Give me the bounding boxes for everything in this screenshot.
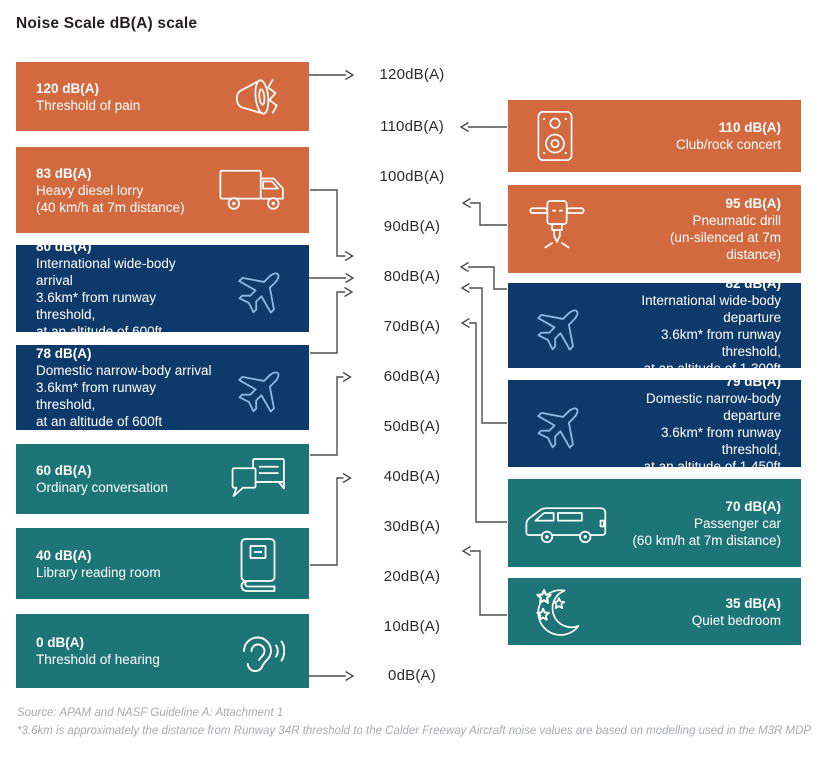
db-value: 35 dB(A) [725, 595, 781, 611]
horn-icon [227, 71, 289, 123]
db-value: 0 dB(A) [36, 635, 84, 650]
plane-icon [528, 293, 594, 359]
db-description: Quiet bedroom [691, 612, 781, 628]
noise-item-library-reading-room: 40 dB(A) Library reading room [16, 528, 309, 599]
db-value: 78 dB(A) [36, 346, 92, 361]
db-description: at an altitude of 600ft [36, 323, 163, 339]
book-icon [235, 536, 281, 592]
scale-tick-120: 120dB(A) [379, 66, 445, 83]
noise-item-text: 0 dB(A) Threshold of hearing [16, 634, 256, 668]
db-description: Domestic narrow-body departure [645, 390, 781, 423]
ear-icon [231, 624, 285, 678]
db-description: Ordinary conversation [36, 480, 169, 495]
footer-source: Source: APAM and NASF Guideline A: Attac… [17, 707, 284, 719]
noise-item-text: 60 dB(A) Ordinary conversation [16, 462, 264, 496]
db-value: 120 dB(A) [36, 80, 100, 96]
page-title: Noise Scale dB(A) scale [16, 15, 198, 32]
scale-tick-0: 0dB(A) [388, 667, 436, 684]
scale-tick-50: 50dB(A) [383, 418, 441, 435]
scale-tick-110: 110dB(A) [380, 118, 444, 135]
db-description: Threshold of pain [36, 97, 141, 113]
scale-tick-30: 30dB(A) [383, 518, 441, 535]
noise-item-text: 70 dB(A) Passenger car (60 km/h at 7m di… [522, 498, 801, 549]
noise-item-ordinary-conversation: 60 dB(A) Ordinary conversation [16, 444, 309, 514]
speaker-icon [536, 110, 574, 163]
scale-tick-60: 60dB(A) [383, 368, 441, 385]
db-description: 3.6km* from runway threshold, [36, 289, 157, 322]
db-value: 82 dB(A) [725, 275, 781, 291]
noise-item-threshold-of-hearing: 0 dB(A) Threshold of hearing [16, 614, 309, 688]
db-description: at an altitude of 1,300ft [643, 360, 781, 376]
footer-note: *3.6km is approximately the distance fro… [17, 725, 812, 737]
db-value: 40 dB(A) [36, 547, 92, 563]
db-description: International wide-body departure [641, 292, 781, 325]
plane-icon [528, 391, 594, 457]
noise-item-widebody-arrival: 80 dB(A) International wide-body arrival… [16, 239, 309, 339]
db-value: 79 dB(A) [725, 373, 781, 389]
db-description: International wide-body arrival [36, 255, 176, 288]
db-description: Heavy diesel lorry [36, 182, 144, 198]
noise-item-passenger-car: 70 dB(A) Passenger car (60 km/h at 7m di… [508, 479, 801, 567]
chat-bubbles-icon [229, 457, 287, 502]
db-description: Domestic narrow-body arrival [36, 363, 212, 378]
db-value: 83 dB(A) [36, 165, 92, 181]
pneumatic-drill-icon [528, 198, 586, 260]
db-description: 3.6km* from runway threshold, [660, 424, 781, 457]
db-description: Pneumatic drill [692, 213, 781, 228]
db-value: 110 dB(A) [718, 120, 781, 135]
noise-item-text: 80 dB(A) International wide-body arrival… [16, 238, 309, 340]
noise-item-pneumatic-drill: 95 dB(A) Pneumatic drill (un-silenced at… [508, 185, 801, 273]
noise-item-text: 82 dB(A) International wide-body departu… [508, 275, 801, 377]
noise-item-text: 79 dB(A) Domestic narrow-body departure … [508, 373, 801, 475]
db-description: at an altitude of 600ft [36, 414, 163, 429]
noise-item-text: 40 dB(A) Library reading room [16, 547, 257, 581]
plane-icon [229, 256, 295, 322]
scale-tick-40: 40dB(A) [383, 468, 441, 485]
noise-item-threshold-of-pain: 120 dB(A) Threshold of pain [16, 62, 309, 131]
db-value: 95 dB(A) [725, 196, 781, 211]
noise-item-narrowbody-arrival: 78 dB(A) Domestic narrow-body arrival 3.… [16, 345, 309, 430]
noise-item-text: 120 dB(A) Threshold of pain [16, 80, 236, 114]
noise-item-heavy-diesel-lorry: 83 dB(A) Heavy diesel lorry (40 km/h at … [16, 147, 309, 233]
noise-item-club-rock-concert: 110 dB(A) Club/rock concert [508, 100, 801, 172]
scale-tick-70: 70dB(A) [383, 318, 441, 335]
noise-item-text: 35 dB(A) Quiet bedroom [582, 595, 801, 629]
truck-icon [217, 165, 293, 215]
noise-item-text: 95 dB(A) Pneumatic drill (un-silenced at… [508, 195, 801, 263]
db-description: Passenger car [693, 515, 781, 531]
noise-item-widebody-departure: 82 dB(A) International wide-body departu… [508, 276, 801, 376]
db-value: 60 dB(A) [36, 463, 92, 478]
scale-tick-80: 80dB(A) [383, 268, 441, 285]
noise-item-text: 83 dB(A) Heavy diesel lorry (40 km/h at … [16, 165, 281, 216]
arrow-right-79 [460, 282, 507, 424]
db-value: 70 dB(A) [725, 498, 781, 514]
moon-stars-icon [530, 585, 586, 639]
van-icon [522, 501, 614, 545]
db-description: Library reading room [36, 564, 161, 580]
scale-tick-10: 10dB(A) [383, 618, 441, 635]
noise-item-narrowbody-departure: 79 dB(A) Domestic narrow-body departure … [508, 374, 801, 474]
db-value: 80 dB(A) [36, 238, 92, 254]
db-description: (60 km/h at 7m distance) [632, 532, 781, 548]
db-description: (un-silenced at 7m distance) [669, 230, 781, 262]
noise-item-quiet-bedroom: 35 dB(A) Quiet bedroom [508, 578, 801, 645]
db-description: 3.6km* from runway threshold, [36, 380, 157, 412]
plane-icon [229, 355, 295, 421]
scale-tick-90: 90dB(A) [383, 218, 441, 235]
db-description: at an altitude of 1,450ft [643, 458, 781, 474]
noise-item-text: 110 dB(A) Club/rock concert [566, 119, 801, 153]
noise-item-text: 78 dB(A) Domestic narrow-body arrival 3.… [16, 345, 309, 430]
scale-tick-100: 100dB(A) [379, 168, 445, 185]
db-description: (40 km/h at 7m distance) [36, 199, 185, 215]
db-description: Club/rock concert [675, 137, 781, 152]
scale-tick-20: 20dB(A) [383, 568, 441, 585]
db-description: 3.6km* from runway threshold, [660, 326, 781, 359]
db-description: Threshold of hearing [36, 652, 160, 667]
